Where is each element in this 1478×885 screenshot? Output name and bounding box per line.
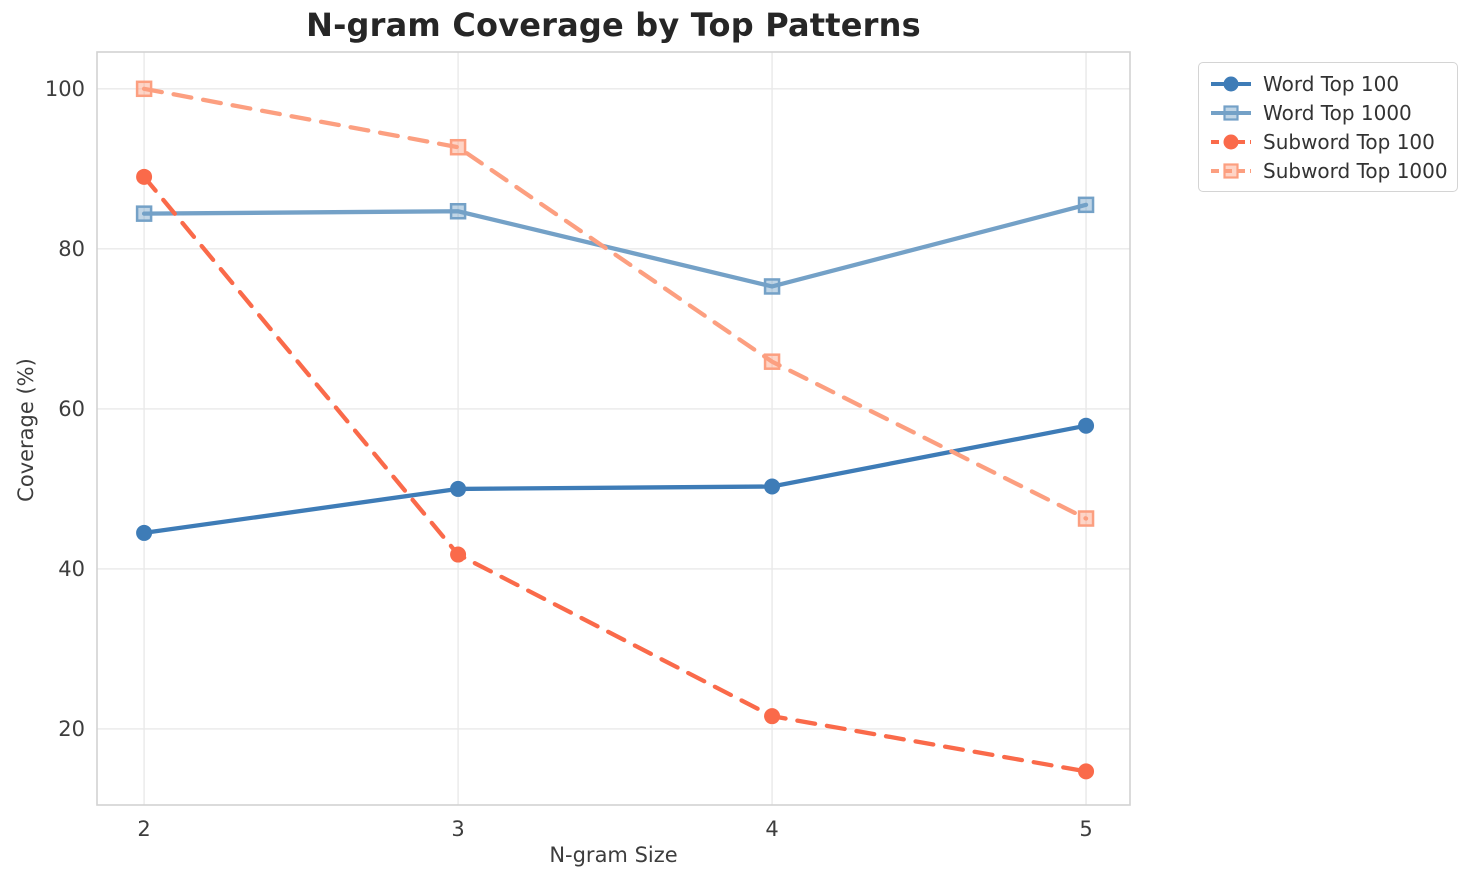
legend-swatch-icon [1211,162,1251,179]
legend-entry-word-top-1000: Word Top 1000 [1209,101,1447,125]
legend-entry-subword-top-1000: Subword Top 1000 [1209,158,1448,183]
x-tick-label: 2 [137,817,150,841]
y-tick-label: 80 [58,237,85,261]
chart-title: N-gram Coverage by Top Patterns [306,6,921,44]
data-point-word-top-100 [1078,417,1095,434]
data-point-subword-top-100 [450,546,467,563]
legend-marker [1223,76,1239,91]
data-point-word-top-1000 [135,205,153,222]
data-point-subword-top-100 [136,168,153,185]
data-point-subword-top-1000 [763,353,781,370]
y-axis-label: Coverage (%) [14,358,38,502]
legend-marker [1223,162,1239,179]
y-tick-label: 100 [45,77,85,101]
y-tick-label: 40 [58,557,85,581]
series-line-word-top-1000 [141,202,1089,289]
data-point-subword-top-1000 [449,138,467,156]
legend: Word Top 100 Word Top 1000 Subword Top 1… [1198,62,1458,192]
x-tick-label: 3 [451,817,464,841]
data-point-subword-top-1000 [1077,510,1095,527]
legend-entry-subword-top-100: Subword Top 100 [1209,130,1447,154]
series-line-word-top-100 [141,423,1089,536]
legend-swatch-icon [1211,76,1251,91]
data-point-word-top-100 [450,480,467,497]
legend-label: Word Top 100 [1263,71,1400,96]
legend-entry-word-top-100: Word Top 100 [1209,72,1447,96]
y-tick-label: 60 [58,397,85,421]
legend-label: Subword Top 100 [1263,129,1435,154]
x-tick-label: 4 [765,817,778,841]
data-point-subword-top-100 [1078,763,1095,780]
data-point-word-top-1000 [1077,196,1095,214]
plot-frame [96,51,1131,806]
data-point-word-top-1000 [449,202,467,220]
data-point-word-top-100 [136,524,153,541]
series-line-subword-top-100 [141,174,1089,774]
data-point-word-top-100 [764,478,781,495]
data-point-subword-top-100 [764,708,781,725]
legend-label: Word Top 1000 [1263,100,1412,125]
data-point-word-top-1000 [763,278,781,295]
legend-swatch-icon [1211,134,1251,149]
legend-label: Subword Top 1000 [1263,158,1448,183]
legend-marker [1223,134,1239,149]
legend-marker [1223,104,1239,121]
legend-swatch-icon [1211,104,1251,121]
y-tick-label: 20 [58,717,85,741]
data-point-subword-top-1000 [135,80,153,98]
x-tick-label: 5 [1079,817,1092,841]
series-line-subword-top-1000 [141,86,1089,521]
x-axis-label: N-gram Size [549,843,678,867]
